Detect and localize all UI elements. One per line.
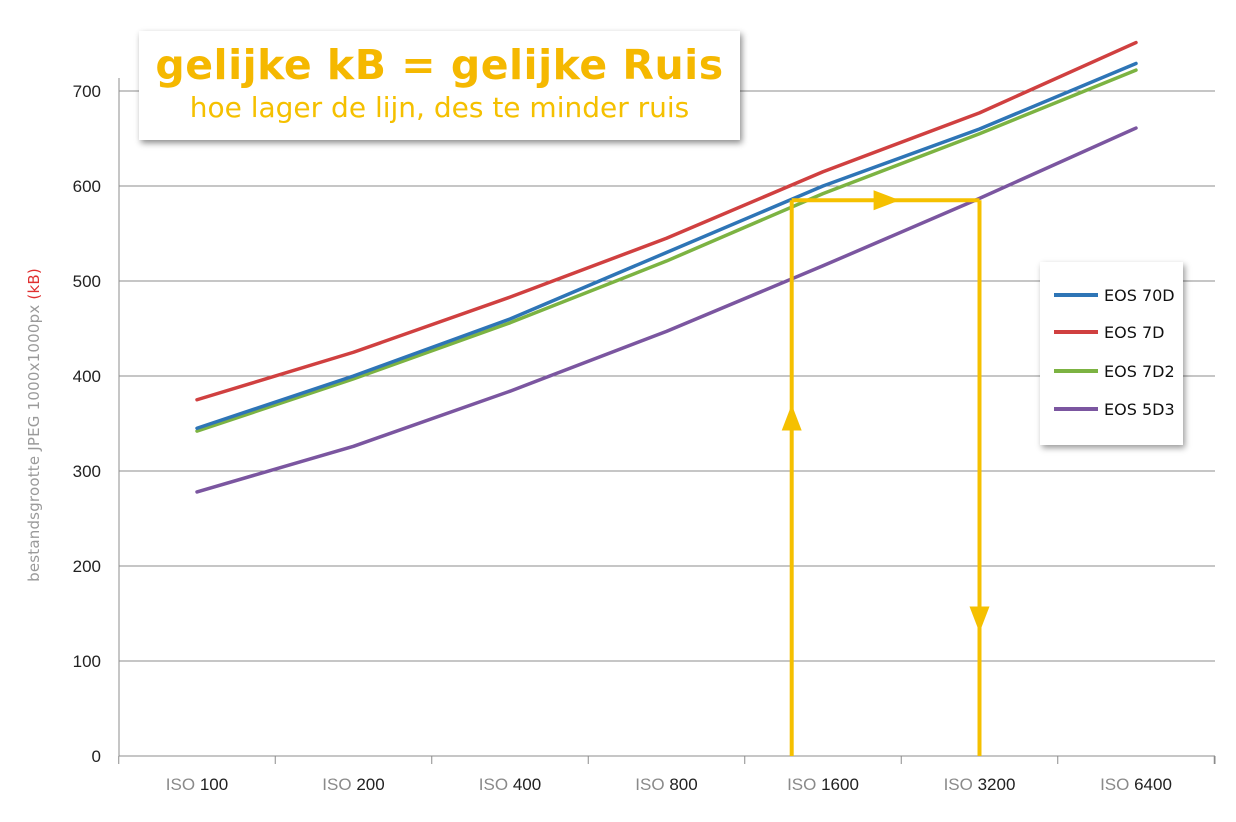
y-tick-label: 200: [73, 557, 101, 576]
x-tick-label: ISO 200: [322, 775, 384, 794]
legend-item-eos-7d: EOS 7D: [1054, 319, 1164, 345]
y-tick-label: 600: [73, 177, 101, 196]
y-tick-label: 500: [73, 272, 101, 291]
series-line-eos-7d2: [195, 68, 1138, 433]
chart-title-box: gelijke kB = gelijke Ruis hoe lager de l…: [139, 31, 740, 140]
legend-swatch: [1054, 407, 1098, 411]
x-tick-label: ISO 1600: [787, 775, 859, 794]
legend: EOS 70D EOS 7D EOS 7D2 EOS 5D3: [1040, 262, 1183, 445]
x-tick-label: ISO 3200: [944, 775, 1016, 794]
arrow-up-head: [781, 404, 802, 431]
legend-label: EOS 7D2: [1104, 361, 1175, 381]
chart-subtitle: hoe lager de lijn, des te minder ruis: [189, 91, 690, 124]
series-line-eos-5d3: [195, 126, 1138, 494]
legend-swatch: [1054, 330, 1098, 334]
arrow-down-head: [969, 606, 990, 633]
chart-title: gelijke kB = gelijke Ruis: [155, 41, 724, 89]
legend-label: EOS 70D: [1104, 285, 1175, 305]
x-tick-label: ISO 6400: [1100, 775, 1172, 794]
y-tick-label: 300: [73, 462, 101, 481]
y-axis-label: bestandsgrootte JPEG 1000x1000px (kB): [25, 268, 43, 582]
x-tick-label: ISO 800: [635, 775, 697, 794]
y-tick-labels: 0 100 200 300 400 500 600 700: [73, 82, 101, 766]
x-tick-label: ISO 100: [166, 775, 228, 794]
y-tick-label: 700: [73, 82, 101, 101]
y-tick-label: 0: [92, 747, 101, 766]
legend-item-eos-70d: EOS 70D: [1054, 282, 1175, 308]
arrow-right-head: [873, 190, 900, 211]
series-line-eos-70d: [195, 61, 1138, 430]
x-tick-labels: ISO 100 ISO 200 ISO 400 ISO 800 ISO 1600 ISO …: [166, 775, 1172, 794]
legend-item-eos-5d3: EOS 5D3: [1054, 396, 1175, 422]
legend-swatch: [1054, 369, 1098, 373]
legend-label: EOS 5D3: [1104, 399, 1175, 419]
axes: [118, 78, 1216, 764]
y-tick-label: 400: [73, 367, 101, 386]
y-tick-label: 100: [73, 652, 101, 671]
series-line-eos-7d: [195, 40, 1138, 402]
legend-label: EOS 7D: [1104, 322, 1165, 342]
x-tick-label: ISO 400: [479, 775, 541, 794]
legend-item-eos-7d2: EOS 7D2: [1054, 358, 1175, 384]
legend-swatch: [1054, 293, 1098, 297]
annotation-arrows: [781, 190, 990, 756]
